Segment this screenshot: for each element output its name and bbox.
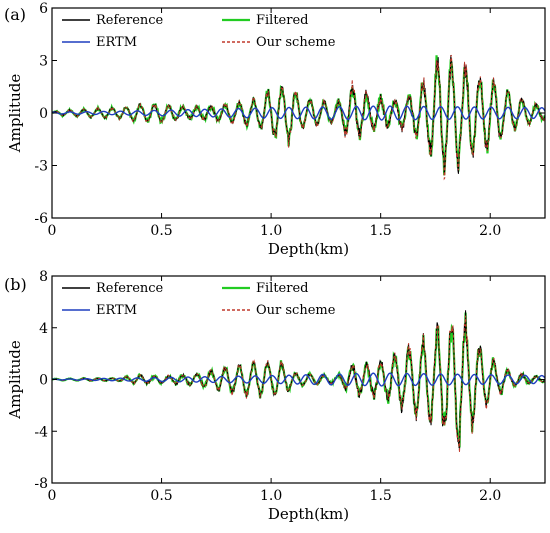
x-tick-label: 1.5	[370, 488, 392, 504]
x-tick-label: 2.0	[479, 488, 501, 504]
legend-label: ERTM	[96, 303, 137, 318]
x-tick-label: 0.5	[150, 223, 172, 239]
y-axis-title: Amplitude	[6, 74, 24, 154]
y-tick-label: -6	[34, 211, 48, 227]
plot-area	[52, 54, 545, 181]
x-tick-label: 1.0	[260, 223, 282, 239]
x-axis-title: Depth(km)	[268, 505, 349, 523]
panel-label: (a)	[4, 5, 26, 24]
x-tick-label: 0	[48, 223, 57, 239]
series-our-scheme-line	[52, 54, 545, 181]
legend-label: Filtered	[256, 13, 308, 28]
legend-label: Reference	[96, 13, 164, 28]
y-tick-label: 0	[39, 106, 48, 122]
legend-label: Our scheme	[256, 303, 336, 318]
legend-item-filtered: Filtered	[222, 13, 308, 28]
series-our-scheme-line	[52, 315, 545, 453]
legend-label: Reference	[96, 281, 164, 296]
x-tick-label: 0.5	[150, 488, 172, 504]
y-tick-label: 0	[39, 373, 48, 389]
y-tick-label: 6	[39, 1, 48, 17]
legend-label: Our scheme	[256, 35, 336, 50]
legend-item-our-scheme: Our scheme	[222, 303, 336, 318]
y-tick-label: -8	[34, 476, 48, 492]
y-tick-label: -4	[34, 424, 48, 440]
legend-item-reference: Reference	[62, 13, 164, 28]
legend-label: Filtered	[256, 281, 308, 296]
series-ertm-line	[52, 372, 545, 387]
y-tick-label: 3	[39, 54, 48, 70]
legend-item-filtered: Filtered	[222, 281, 308, 296]
y-tick-label: 4	[39, 321, 48, 337]
legend-item-reference: Reference	[62, 281, 164, 296]
series-filtered-line	[52, 55, 545, 176]
panel-label: (b)	[4, 275, 27, 294]
panel-a: (a) 0 0.5 1.0 1.5 2.0 -6 -3 0 3 6 Depth(km) Amplitud…	[4, 1, 546, 258]
series-ertm-line	[52, 105, 545, 121]
legend-item-our-scheme: Our scheme	[222, 35, 336, 50]
legend-item-ertm: ERTM	[62, 303, 137, 318]
x-axis-title: Depth(km)	[268, 240, 349, 258]
x-tick-label: 1.5	[370, 223, 392, 239]
y-axis-title: Amplitude	[6, 340, 24, 420]
legend-item-ertm: ERTM	[62, 35, 137, 50]
x-tick-label: 1.0	[260, 488, 282, 504]
legend-label: ERTM	[96, 35, 137, 50]
y-tick-label: 8	[39, 269, 48, 285]
plot-area	[52, 310, 545, 453]
x-tick-label: 0	[48, 488, 57, 504]
panel-b: (b) 0 0.5 1.0 1.5 2.0 -8 -4 0 4 8 Depth(km) Amplitud…	[4, 269, 546, 523]
y-tick-label: -3	[34, 159, 48, 175]
x-tick-label: 2.0	[479, 223, 501, 239]
